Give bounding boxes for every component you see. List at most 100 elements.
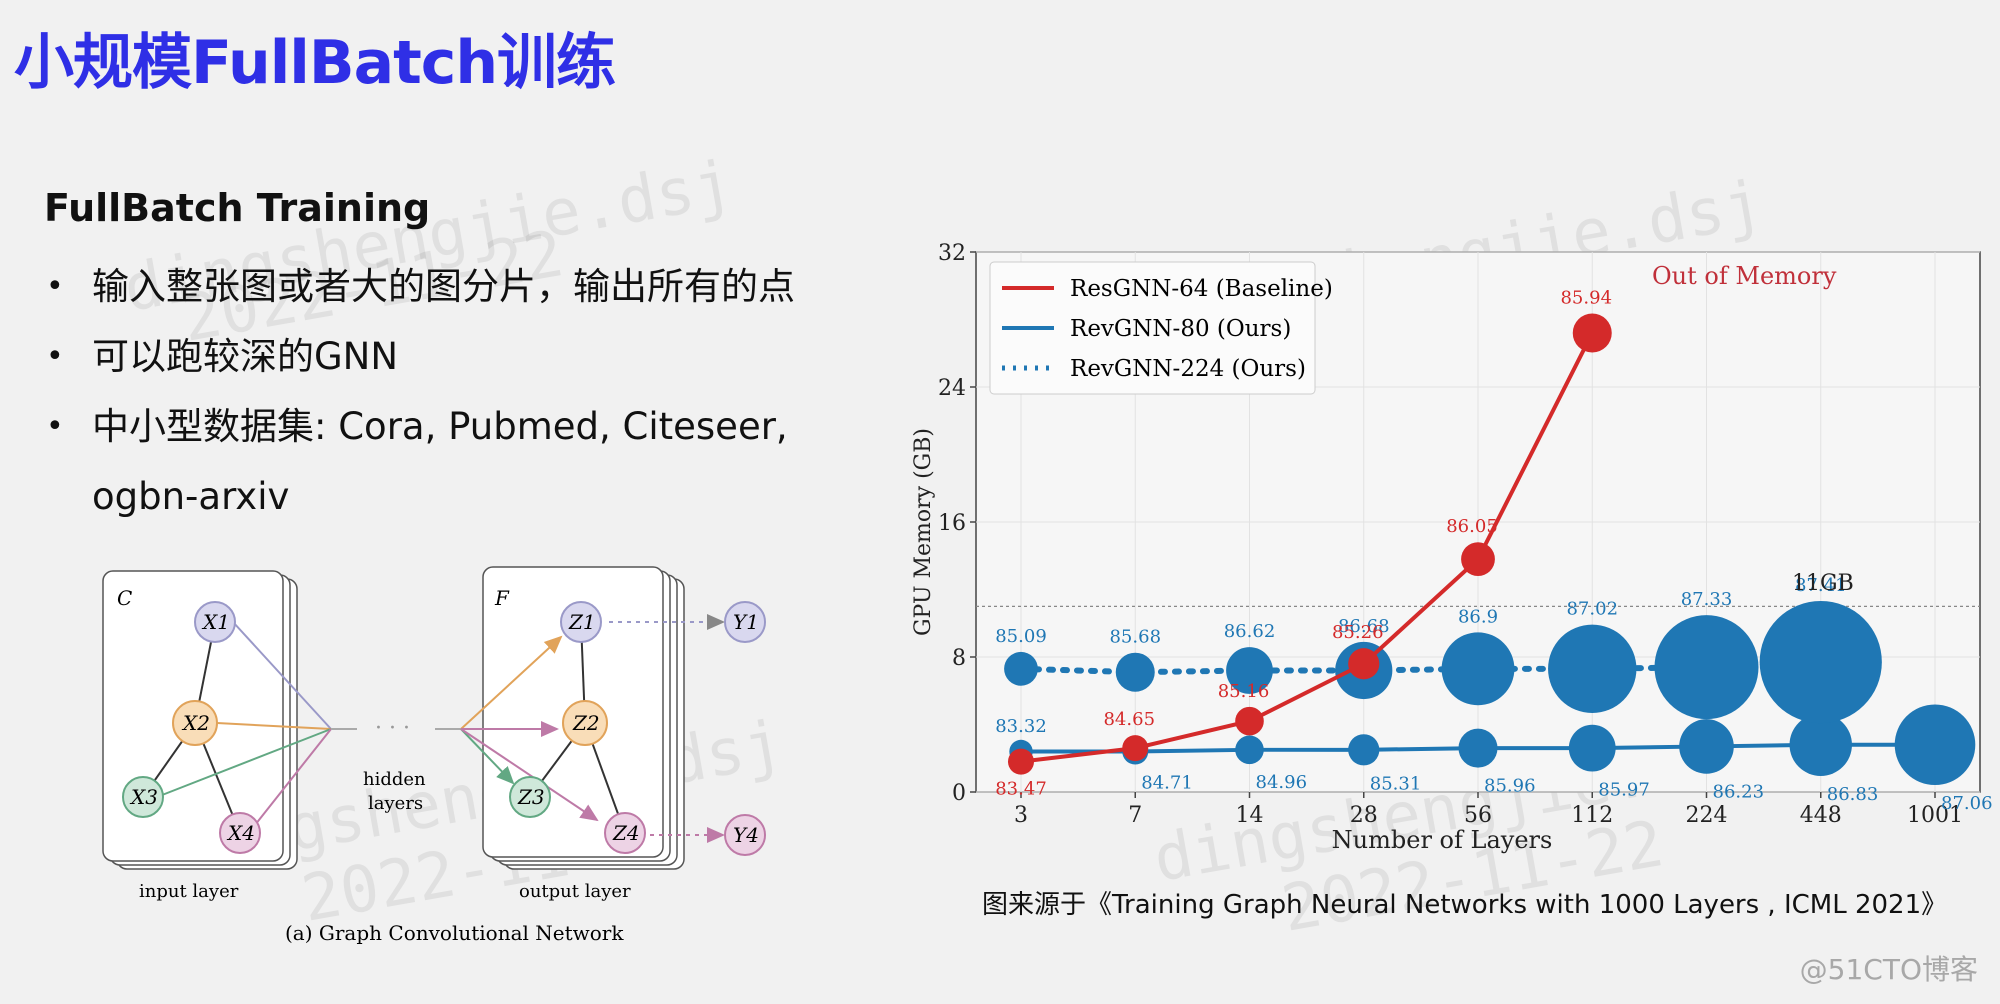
y-tick-label: 16 xyxy=(938,511,966,536)
data-point xyxy=(1441,632,1515,706)
hidden-layers-label-2: layers xyxy=(368,793,423,814)
node-y1: Y1 xyxy=(724,601,766,643)
bullet-text: 中小型数据集: Cora, Pubmed, Citeseer, xyxy=(92,405,788,448)
svg-text:Z2: Z2 xyxy=(572,711,600,735)
legend: ResGNN-64 (Baseline) RevGNN-80 (Ours) Re… xyxy=(989,261,1333,395)
data-label: 85.96 xyxy=(1484,776,1536,797)
svg-text:X2: X2 xyxy=(181,711,210,735)
x-tick-label: 224 xyxy=(1686,803,1728,828)
node-x4: X4 xyxy=(219,812,261,854)
data-point xyxy=(1348,648,1380,680)
data-label: 86.05 xyxy=(1446,516,1498,537)
data-label: 85.68 xyxy=(1109,627,1161,648)
slide-title: 小规模FullBatch训练 xyxy=(14,28,616,98)
x-tick-label: 56 xyxy=(1464,803,1492,828)
node-x3: X3 xyxy=(122,776,164,818)
data-label: 84.71 xyxy=(1141,773,1193,794)
data-point xyxy=(1654,615,1759,720)
data-point xyxy=(1679,719,1734,774)
y-tick-label: 32 xyxy=(938,241,966,266)
x-tick-label: 14 xyxy=(1236,803,1264,828)
node-z4: Z4 xyxy=(604,812,646,854)
data-point xyxy=(1548,624,1637,714)
memory-line-label: 11GB xyxy=(1792,571,1854,596)
data-point xyxy=(1115,652,1155,692)
data-label: 85.09 xyxy=(995,626,1047,647)
svg-text:X3: X3 xyxy=(129,785,158,809)
data-point xyxy=(1458,728,1498,768)
svg-text:X4: X4 xyxy=(226,821,255,845)
data-label: 85.16 xyxy=(1218,681,1270,702)
legend-label: RevGNN-80 (Ours) xyxy=(1070,316,1291,342)
data-point xyxy=(1572,313,1612,353)
data-label: 87.02 xyxy=(1566,599,1618,620)
input-panel-label: C xyxy=(117,586,132,610)
data-label: 84.65 xyxy=(1103,709,1155,730)
y-tick-label: 0 xyxy=(952,781,966,806)
bullet-text-continuation: ogbn-arxiv xyxy=(92,475,290,518)
data-label: 85.31 xyxy=(1370,773,1422,794)
node-y4: Y4 xyxy=(724,814,766,856)
output-layer-label: output layer xyxy=(519,881,631,902)
data-label: 86.68 xyxy=(1338,616,1390,637)
data-point xyxy=(1789,713,1852,776)
data-point xyxy=(1568,724,1616,772)
node-x2: X2 xyxy=(172,700,218,746)
x-tick-label: 7 xyxy=(1128,803,1142,828)
figure-source-caption: 图来源于《Training Graph Neural Networks with… xyxy=(982,890,1948,920)
svg-text:Z4: Z4 xyxy=(612,821,640,845)
hidden-layers-label-1: hidden xyxy=(363,769,426,790)
data-point xyxy=(1122,735,1149,762)
output-panel-label: F xyxy=(494,586,510,610)
svg-text:· · ·: · · · xyxy=(375,716,410,741)
bullet-text: 输入整张图或者大的图分片，输出所有的点 xyxy=(92,265,795,308)
svg-text:Y1: Y1 xyxy=(733,610,759,634)
node-z2: Z2 xyxy=(562,700,608,746)
data-point xyxy=(1348,734,1380,766)
x-tick-label: 112 xyxy=(1571,803,1613,828)
data-point xyxy=(1004,651,1038,686)
section-heading: FullBatch Training xyxy=(44,186,431,230)
data-label: 87.06 xyxy=(1941,793,1993,814)
data-label: 86.62 xyxy=(1224,621,1276,642)
x-tick-label: 448 xyxy=(1800,803,1842,828)
y-tick-label: 8 xyxy=(952,646,966,671)
y-tick-label: 24 xyxy=(938,376,966,401)
data-point xyxy=(1235,735,1264,765)
data-point xyxy=(1235,706,1264,736)
input-layer-label: input layer xyxy=(139,881,239,902)
svg-text:X1: X1 xyxy=(201,610,230,634)
bullet-list: • 输入整张图或者大的图分片，输出所有的点 • 可以跑较深的GNN • 中小型数… xyxy=(40,252,872,532)
out-of-memory-annotation: Out of Memory xyxy=(1652,262,1837,290)
data-label: 83.47 xyxy=(995,779,1047,800)
data-label: 84.96 xyxy=(1256,772,1308,793)
y-axis-label: GPU Memory (GB) xyxy=(911,428,936,636)
bullet-item: • 中小型数据集: Cora, Pubmed, Citeseer, ogbn-a… xyxy=(40,392,872,532)
node-z1: Z1 xyxy=(560,601,602,643)
svg-text:Z1: Z1 xyxy=(568,610,596,634)
data-label: 85.97 xyxy=(1598,780,1650,801)
x-tick-label: 1001 xyxy=(1907,803,1963,828)
data-point xyxy=(1226,647,1273,694)
series-line-0 xyxy=(1019,331,1595,764)
legend-label: RevGNN-224 (Ours) xyxy=(1070,356,1306,382)
svg-text:Z3: Z3 xyxy=(517,785,545,809)
data-point xyxy=(1759,600,1882,724)
x-tick-label: 28 xyxy=(1350,803,1378,828)
data-label: 86.9 xyxy=(1458,606,1498,627)
x-tick-label: 3 xyxy=(1014,803,1028,828)
legend-label: ResGNN-64 (Baseline) xyxy=(1070,276,1333,302)
corner-watermark: @51CTO博客 xyxy=(1799,953,1978,986)
bullet-text: 可以跑较深的GNN xyxy=(92,335,399,378)
gcn-figure: C F · · · hidden layers X1 X2 X3 X4 xyxy=(95,565,815,955)
bullet-item: • 可以跑较深的GNN xyxy=(40,322,872,392)
data-point xyxy=(1461,542,1495,577)
node-z3: Z3 xyxy=(509,776,551,818)
data-point xyxy=(1008,748,1034,775)
node-x1: X1 xyxy=(194,601,236,643)
data-label: 87.41 xyxy=(1795,575,1847,596)
gpu-memory-chart: 0 8 16 24 32 3 7 14 28 56 112 224 448 1001 83.32 84.71… xyxy=(900,232,2000,862)
bullet-marker: • xyxy=(46,269,64,304)
data-label: 86.83 xyxy=(1827,784,1879,805)
gcn-caption: (a) Graph Convolutional Network xyxy=(285,921,624,945)
